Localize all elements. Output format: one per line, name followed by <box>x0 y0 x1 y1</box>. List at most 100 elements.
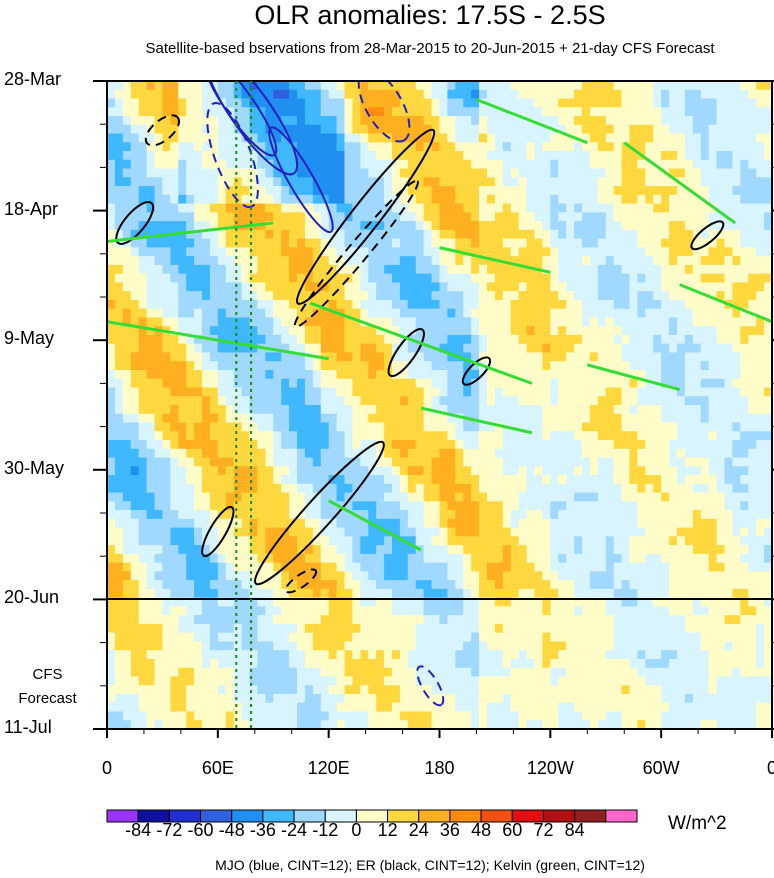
field-cell <box>534 510 544 520</box>
field-cell <box>154 527 164 537</box>
field-cell <box>621 580 631 590</box>
field-cell <box>202 133 211 143</box>
field-cell <box>550 238 559 248</box>
field-cell <box>439 422 449 432</box>
field-cell <box>352 369 361 380</box>
field-cell <box>518 527 528 537</box>
field-cell <box>122 107 132 117</box>
field-cell <box>289 483 298 494</box>
field-cell <box>170 177 179 187</box>
field-cell <box>677 107 686 117</box>
field-cell <box>154 361 164 371</box>
field-cell <box>487 352 496 362</box>
field-cell <box>399 378 409 389</box>
field-cell <box>550 282 559 292</box>
field-cell <box>574 457 583 467</box>
field-cell <box>764 440 772 450</box>
field-cell <box>304 588 314 599</box>
field-cell <box>241 448 251 459</box>
field-cell <box>186 597 195 608</box>
field-cell <box>494 527 504 537</box>
field-cell <box>107 492 116 502</box>
field-cell <box>178 536 187 546</box>
field-cell <box>645 466 654 476</box>
field-cell <box>724 238 734 248</box>
field-cell <box>399 588 409 599</box>
field-cell <box>645 562 654 572</box>
field-cell <box>605 212 615 222</box>
field-cell <box>265 413 274 424</box>
field-cell <box>194 483 203 494</box>
field-cell <box>154 343 164 354</box>
field-cell <box>304 448 314 459</box>
field-cell <box>320 89 330 100</box>
field-cell <box>597 378 607 389</box>
field-cell <box>637 308 646 319</box>
field-cell <box>431 212 441 222</box>
field-cell <box>202 124 211 135</box>
field-cell <box>669 89 678 100</box>
field-cell <box>178 142 187 152</box>
field-cell <box>304 545 314 555</box>
field-cell <box>281 159 290 170</box>
field-cell <box>114 431 124 441</box>
field-cell <box>684 510 694 520</box>
field-cell <box>764 159 772 170</box>
field-cell <box>439 466 449 476</box>
field-cell <box>518 273 528 284</box>
field-cell <box>122 89 132 100</box>
field-cell <box>249 186 259 196</box>
field-cell <box>566 291 575 301</box>
field-cell <box>510 501 520 511</box>
field-cell <box>107 238 116 248</box>
field-cell <box>613 168 623 178</box>
field-cell <box>692 98 702 108</box>
field-cell <box>455 116 464 126</box>
field-cell <box>716 466 726 476</box>
field-cell <box>700 168 710 178</box>
field-cell <box>494 98 504 108</box>
field-cell <box>708 422 718 432</box>
field-cell <box>526 326 536 336</box>
field-cell <box>312 536 322 546</box>
field-cell <box>130 510 140 520</box>
field-cell <box>225 229 235 240</box>
field-cell <box>645 124 654 135</box>
field-cell <box>487 518 496 529</box>
field-cell <box>114 133 124 143</box>
field-cell <box>661 177 670 187</box>
field-cell <box>407 308 417 319</box>
field-cell <box>471 159 480 170</box>
field-cell <box>597 124 607 135</box>
field-cell <box>566 299 575 310</box>
field-cell <box>209 361 219 371</box>
field-cell <box>542 124 551 135</box>
field-cell <box>597 168 607 178</box>
field-cell <box>336 107 346 117</box>
field-cell <box>399 326 409 336</box>
field-cell <box>589 98 599 108</box>
field-cell <box>708 571 718 581</box>
field-cell <box>376 81 385 91</box>
field-cell <box>558 562 567 572</box>
field-cell <box>344 501 354 511</box>
field-cell <box>233 229 243 240</box>
field-cell <box>740 247 749 257</box>
field-cell <box>368 168 377 178</box>
field-cell <box>621 527 631 537</box>
field-cell <box>582 527 591 537</box>
field-cell <box>542 369 551 380</box>
field-cell <box>399 116 409 126</box>
field-cell <box>661 413 670 424</box>
field-cell <box>170 273 179 284</box>
field-cell <box>407 291 417 301</box>
field-cell <box>297 247 306 257</box>
field-cell <box>684 483 694 494</box>
field-cell <box>249 361 259 371</box>
field-cell <box>589 553 599 564</box>
field-cell <box>605 151 615 161</box>
field-cell <box>209 229 219 240</box>
field-cell <box>114 571 124 581</box>
field-cell <box>740 405 749 415</box>
field-cell <box>130 343 140 354</box>
